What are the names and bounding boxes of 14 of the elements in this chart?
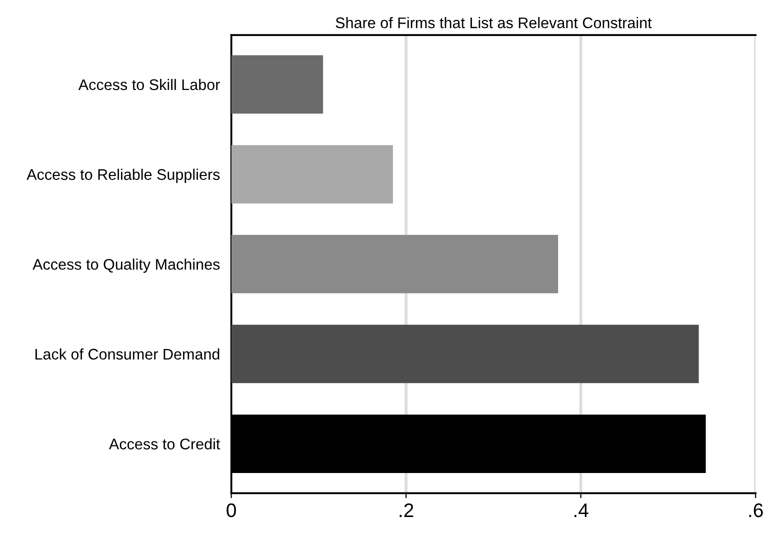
y-tick-label: Access to Credit: [109, 438, 220, 450]
bar: [231, 324, 699, 384]
y-tick-label: Access to Reliable Suppliers: [26, 168, 220, 183]
y-tick-label: Access to Quality Machines: [32, 258, 220, 273]
y-tick-label: Lack of Consumer Demand: [35, 348, 220, 360]
bar: [231, 55, 324, 114]
bar: [231, 145, 393, 204]
chart-title: Share of Firms that List as Relevant Constraint: [336, 17, 652, 28]
bar: [231, 234, 558, 294]
x-tick-label: .6: [749, 503, 763, 518]
x-tick-label: 0: [226, 503, 236, 518]
x-tick-label: .4: [574, 504, 588, 517]
y-tick-label: Access to Skill Labor: [78, 78, 220, 90]
x-tick-label: .2: [400, 503, 414, 517]
